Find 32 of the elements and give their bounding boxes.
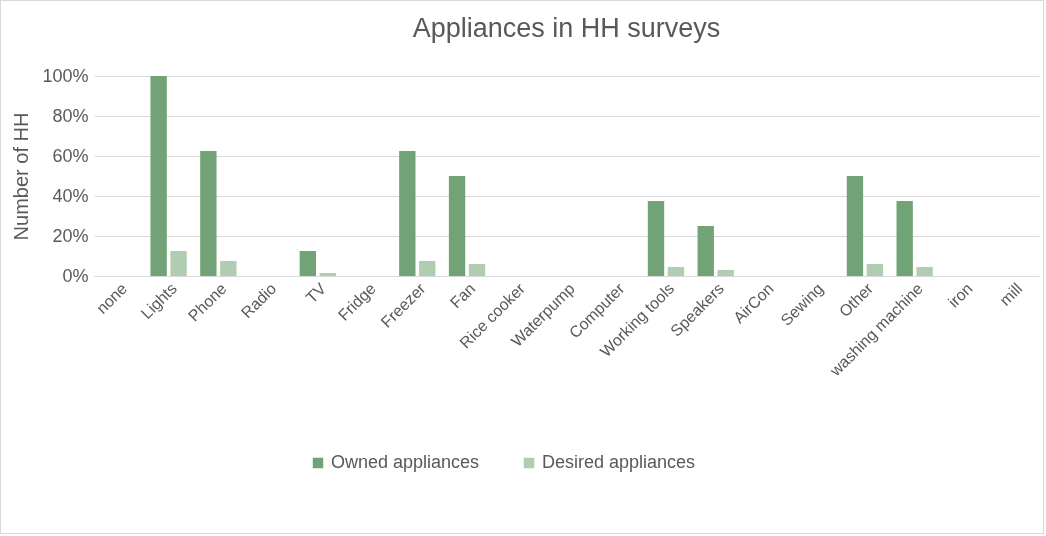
bar bbox=[846, 176, 864, 276]
bar bbox=[299, 251, 317, 276]
y-tick-label: 20% bbox=[52, 225, 89, 246]
x-tick-label: Fan bbox=[446, 279, 479, 312]
y-tick-label: 100% bbox=[42, 65, 89, 86]
y-axis-title: Number of HH bbox=[10, 112, 33, 241]
y-tick-label: 40% bbox=[52, 185, 89, 206]
y-tick-label: 60% bbox=[52, 145, 89, 166]
bar bbox=[647, 201, 665, 276]
x-tick-label: TV bbox=[302, 279, 330, 307]
bar bbox=[170, 251, 187, 276]
bar bbox=[399, 151, 416, 276]
chart-title: Appliances in HH surveys bbox=[412, 13, 721, 43]
bar bbox=[896, 201, 913, 276]
bar bbox=[448, 176, 466, 276]
bar bbox=[717, 270, 734, 276]
bar bbox=[319, 273, 336, 276]
bar bbox=[150, 76, 167, 276]
bar bbox=[697, 226, 714, 276]
x-tick-label: mill bbox=[996, 279, 1026, 309]
x-tick-label: iron bbox=[944, 279, 976, 311]
bar bbox=[866, 264, 884, 276]
y-tick-label: 80% bbox=[52, 105, 89, 126]
legend-label: Desired appliances bbox=[542, 452, 696, 472]
legend-label: Owned appliances bbox=[331, 452, 480, 472]
bar bbox=[916, 267, 933, 276]
bar bbox=[419, 261, 436, 276]
bar bbox=[220, 261, 237, 276]
bar bbox=[200, 151, 217, 276]
bar bbox=[468, 264, 486, 276]
y-tick-label: 0% bbox=[62, 265, 89, 286]
bar bbox=[667, 267, 685, 276]
